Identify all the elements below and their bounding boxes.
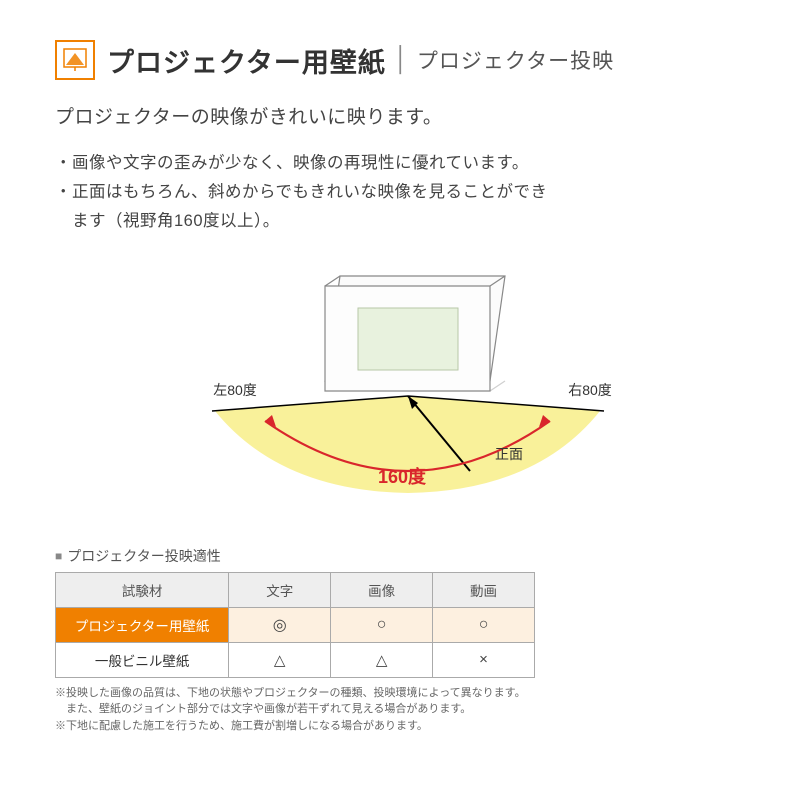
suitability-table: 試験材 文字 画像 動画 プロジェクター用壁紙 ◎ ○ ○ 一般ビニル壁紙 △ … [55,572,535,678]
lead-text: プロジェクターの映像がきれいに映ります。 [55,102,745,129]
projector-icon [55,40,95,80]
table-row: 一般ビニル壁紙 △ △ × [56,642,535,677]
viewing-angle-diagram: 左80度 右80度 正面 160度 [160,261,640,511]
bullet-1: ・画像や文字の歪みが少なく、映像の再現性に優れています。 [55,149,745,178]
col-material: 試験材 [56,572,229,607]
row-label: プロジェクター用壁紙 [56,607,229,642]
cell: △ [331,642,433,677]
title-divider: │ [394,46,409,74]
note-1: ※投映した画像の品質は、下地の状態やプロジェクターの種類、投映環境によって異なり… [55,685,745,702]
footnotes: ※投映した画像の品質は、下地の状態やプロジェクターの種類、投映環境によって異なり… [55,685,745,735]
svg-text:右80度: 右80度 [568,382,612,398]
page-title: プロジェクター用壁紙 [107,41,386,80]
table-caption: プロジェクター投映適性 [55,546,745,566]
cell: △ [229,642,331,677]
bullet-3: ます（視野角160度以上）。 [55,207,745,236]
svg-text:正面: 正面 [495,446,523,462]
row-label: 一般ビニル壁紙 [56,642,229,677]
note-3: ※下地に配慮した施工を行うため、施工費が割増しになる場合があります。 [55,718,745,735]
table-row: プロジェクター用壁紙 ◎ ○ ○ [56,607,535,642]
svg-text:左80度: 左80度 [213,382,257,398]
svg-text:160度: 160度 [378,466,427,487]
col-video: 動画 [433,572,535,607]
cell: ◎ [229,607,331,642]
col-text: 文字 [229,572,331,607]
page-subtitle: プロジェクター投映 [417,45,614,75]
bullet-list: ・画像や文字の歪みが少なく、映像の再現性に優れています。 ・正面はもちろん、斜め… [55,149,745,236]
cell: ○ [433,607,535,642]
col-image: 画像 [331,572,433,607]
cell: × [433,642,535,677]
note-2: また、壁紙のジョイント部分では文字や画像が若干ずれて見える場合があります。 [55,701,745,718]
bullet-2: ・正面はもちろん、斜めからでもきれいな映像を見ることができ [55,178,745,207]
cell: ○ [331,607,433,642]
